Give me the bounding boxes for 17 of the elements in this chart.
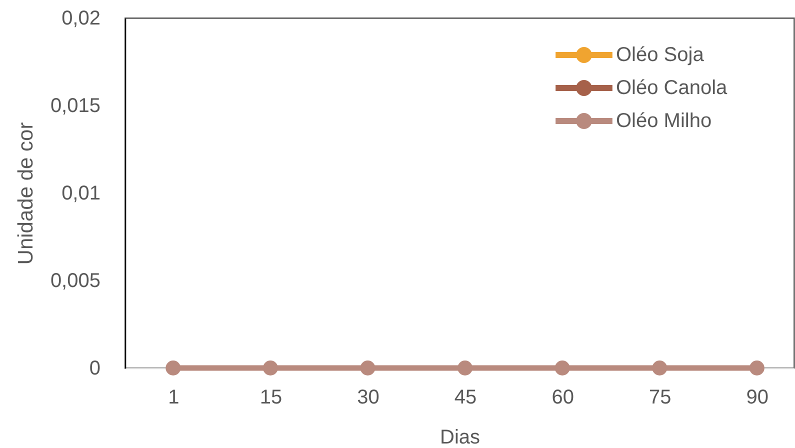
y-tick-label: 0,02: [62, 8, 100, 30]
legend-label: Oléo Canola: [616, 77, 728, 99]
y-axis-title: Unidade de cor: [14, 122, 38, 265]
legend-label: Oléo Soja: [616, 44, 705, 66]
x-tick-label: 60: [552, 386, 574, 408]
x-tick-label: 45: [454, 386, 477, 408]
x-axis-title: Dias: [440, 426, 480, 448]
x-tick-label: 75: [649, 386, 672, 408]
y-tick-label: 0,005: [50, 270, 100, 292]
x-tick-label: 1: [168, 386, 180, 408]
y-tick-label: 0,015: [50, 95, 100, 117]
legend-label: Oléo Milho: [616, 110, 712, 132]
y-tick-label: 0,01: [62, 182, 100, 204]
x-tick-label: 15: [260, 386, 282, 408]
x-tick-label: 30: [357, 386, 380, 408]
x-tick-label: 90: [746, 386, 769, 408]
y-tick-label: 0: [89, 358, 100, 380]
